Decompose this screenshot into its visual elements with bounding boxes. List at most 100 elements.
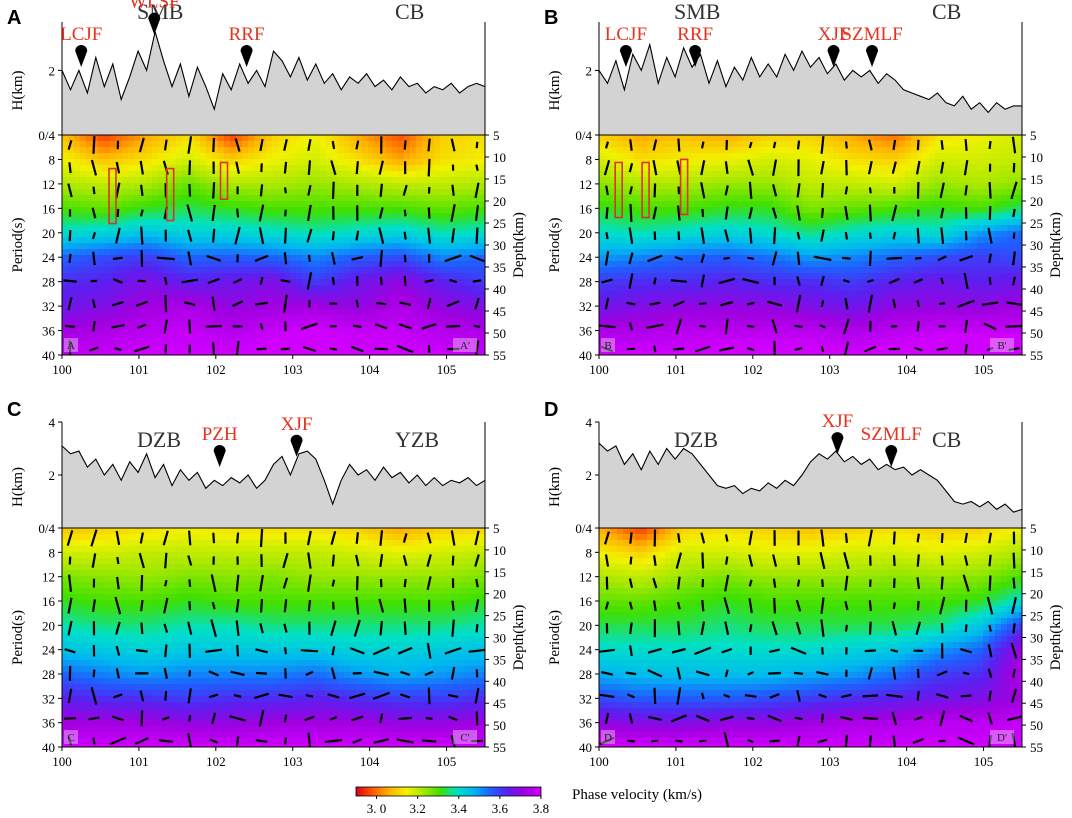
velocity-cell xyxy=(809,219,816,226)
velocity-cell xyxy=(158,273,165,280)
velocity-cell xyxy=(404,339,411,346)
velocity-cell xyxy=(947,249,954,256)
velocity-cell xyxy=(368,219,375,226)
velocity-cell xyxy=(116,141,123,148)
velocity-cell xyxy=(374,141,381,148)
velocity-cell xyxy=(779,237,786,244)
velocity-cell xyxy=(344,213,351,220)
velocity-cell xyxy=(74,207,81,214)
velocity-cell xyxy=(152,315,159,322)
velocity-cell xyxy=(248,225,255,232)
velocity-cell xyxy=(398,327,405,334)
velocity-cell xyxy=(470,171,477,178)
velocity-cell xyxy=(761,243,768,250)
velocity-cell xyxy=(374,327,381,334)
velocity-cell xyxy=(617,207,624,214)
velocity-cell xyxy=(863,141,870,148)
velocity-cell xyxy=(278,213,285,220)
velocity-cell xyxy=(905,297,912,304)
velocity-cell xyxy=(158,159,165,166)
velocity-cell xyxy=(254,243,261,250)
velocity-cell xyxy=(104,339,111,346)
velocity-cell xyxy=(1001,177,1008,184)
velocity-cell xyxy=(200,291,207,298)
velocity-cell xyxy=(731,153,738,160)
velocity-cell xyxy=(104,297,111,304)
velocity-cell xyxy=(743,213,750,220)
velocity-cell xyxy=(851,195,858,202)
velocity-cell xyxy=(905,261,912,268)
velocity-cell xyxy=(464,147,471,154)
velocity-cell xyxy=(695,267,702,274)
velocity-cell xyxy=(188,159,195,166)
velocity-cell xyxy=(68,273,75,280)
velocity-cell xyxy=(134,255,141,262)
velocity-cell xyxy=(749,261,756,268)
velocity-cell xyxy=(236,267,243,274)
anisotropy-bar xyxy=(378,227,385,245)
velocity-cell xyxy=(356,297,363,304)
velocity-cell xyxy=(92,165,99,172)
velocity-cell xyxy=(356,351,363,355)
velocity-cell xyxy=(302,147,309,154)
velocity-cell xyxy=(74,177,81,184)
velocity-cell xyxy=(947,159,954,166)
velocity-cell xyxy=(440,135,447,142)
velocity-cell xyxy=(296,135,303,142)
velocity-cell xyxy=(320,339,327,346)
velocity-cell xyxy=(953,141,960,148)
velocity-cell xyxy=(917,213,924,220)
velocity-cell xyxy=(290,171,297,178)
velocity-cell xyxy=(98,321,105,328)
velocity-cell xyxy=(695,285,702,292)
velocity-cell xyxy=(176,261,183,268)
velocity-cell xyxy=(368,345,375,352)
velocity-cell xyxy=(326,309,333,316)
velocity-cell xyxy=(845,135,852,142)
velocity-cell xyxy=(392,195,399,202)
velocity-cell xyxy=(272,177,279,184)
velocity-cell xyxy=(296,165,303,172)
velocity-cell xyxy=(134,297,141,304)
velocity-cell xyxy=(1019,195,1022,202)
anisotropy-bar xyxy=(164,344,168,354)
velocity-cell xyxy=(905,225,912,232)
velocity-cell xyxy=(254,267,261,274)
velocity-cell xyxy=(122,297,129,304)
velocity-cell xyxy=(284,231,291,238)
velocity-cell xyxy=(464,249,471,256)
velocity-cell xyxy=(947,231,954,238)
velocity-cell xyxy=(308,351,315,355)
velocity-cell xyxy=(86,141,93,148)
velocity-cell xyxy=(410,147,417,154)
velocity-cell xyxy=(284,309,291,316)
velocity-cell xyxy=(368,285,375,292)
velocity-cell xyxy=(344,141,351,148)
velocity-cell xyxy=(122,147,129,154)
velocity-cell xyxy=(677,231,684,238)
velocity-cell xyxy=(440,279,447,286)
velocity-cell xyxy=(128,267,135,274)
velocity-cell xyxy=(701,189,708,196)
velocity-cell xyxy=(719,171,726,178)
velocity-cell xyxy=(809,207,816,214)
velocity-cell xyxy=(98,189,105,196)
velocity-cell xyxy=(296,147,303,154)
velocity-cell xyxy=(905,243,912,250)
velocity-cell xyxy=(200,285,207,292)
velocity-cell xyxy=(707,189,714,196)
velocity-cell xyxy=(350,339,357,346)
velocity-cell xyxy=(332,231,339,238)
velocity-cell xyxy=(476,261,483,268)
anisotropy-bar xyxy=(91,207,97,219)
velocity-cell xyxy=(869,249,876,256)
velocity-cell xyxy=(707,255,714,262)
velocity-cell xyxy=(404,297,411,304)
velocity-cell xyxy=(452,189,459,196)
velocity-cell xyxy=(98,171,105,178)
velocity-cell xyxy=(242,273,249,280)
velocity-cell xyxy=(815,231,822,238)
velocity-cell xyxy=(296,207,303,214)
velocity-cell xyxy=(1019,201,1022,208)
velocity-cell xyxy=(164,147,171,154)
